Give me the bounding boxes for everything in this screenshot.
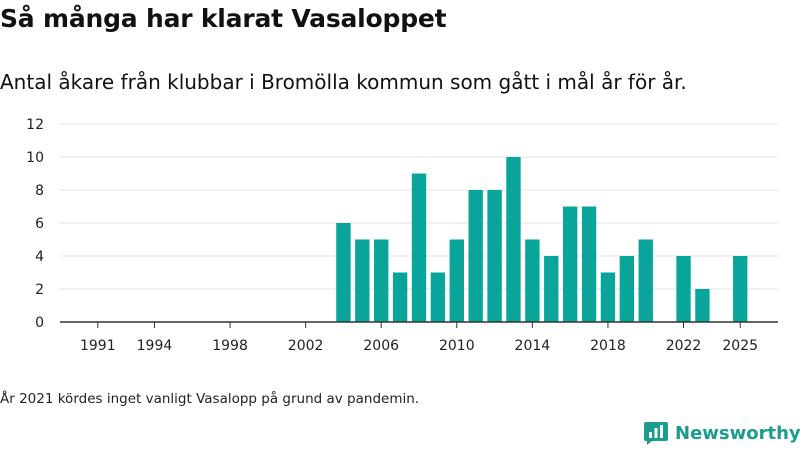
bar-2019 [619,256,635,322]
bar-2008 [411,173,427,322]
bar-2022 [676,256,691,322]
x-tick-label: 2018 [590,338,626,354]
bar-2007 [392,272,408,322]
x-tick-label: 2006 [363,338,399,354]
bar-2025 [733,256,748,322]
x-tick-label: 1994 [137,338,173,354]
bar-2004 [336,223,351,322]
brand-logo: Newsworthy [643,420,800,446]
x-axis-ticks: 1991 1994 1998 2002 2006 2010 2014 2018 2022 2025 [80,322,758,354]
bar-2023 [695,289,710,322]
bar-2016 [562,206,578,322]
newsworthy-logo-icon [644,422,668,445]
y-tick-label: 2 [35,282,44,298]
x-tick-label: 1991 [80,338,116,354]
x-tick-label: 2022 [666,338,702,354]
y-tick-label: 8 [35,183,44,199]
bar-2015 [544,256,559,322]
bar-2020 [638,239,653,322]
brand-name: Newsworthy [675,422,800,444]
bar-2014 [525,239,540,322]
bars [336,157,748,322]
bar-2017 [581,206,597,322]
y-axis-ticks: 0 2 4 6 8 10 12 [26,117,44,331]
footnote: År 2021 kördes inget vanligt Vasalopp på… [0,391,420,407]
x-tick-label: 2025 [722,338,758,354]
y-tick-label: 6 [35,216,44,232]
y-tick-label: 4 [35,249,44,265]
bar-2010 [449,239,464,322]
bar-2005 [355,239,370,322]
y-tick-label: 10 [26,150,44,166]
bar-2018 [600,272,616,322]
bar-2013 [506,157,521,322]
x-tick-label: 2002 [288,338,324,354]
y-tick-label: 12 [26,117,44,133]
chart-subtitle: Antal åkare från klubbar i Bromölla komm… [0,70,687,94]
bar-2009 [430,272,446,322]
bar-chart: 0 2 4 6 8 10 12 1991 1994 1998 2002 2006 2010 2014 20… [26,117,778,354]
bar-2006 [374,239,389,322]
x-tick-label: 1998 [212,338,248,354]
bar-2012 [487,190,502,322]
chart-title: Så många har klarat Vasaloppet [0,4,447,33]
bar-2011 [468,190,483,322]
x-tick-label: 2014 [515,338,551,354]
x-tick-label: 2010 [439,338,475,354]
y-tick-label: 0 [35,315,44,331]
